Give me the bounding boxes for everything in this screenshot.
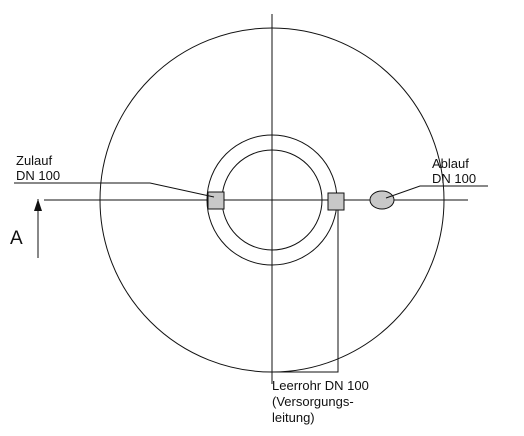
conduit-label-line-2: (Versorgungs- [272,394,354,409]
inlet-label-line-2: DN 100 [16,168,60,183]
outlet-label-line-2: DN 100 [432,171,476,186]
conduit-label-line-3: leitung) [272,410,315,425]
inlet-pipe-stub [207,191,225,210]
conduit-label-line-1: Leerrohr DN 100 [272,378,369,393]
section-arrow-head [34,199,42,211]
outlet-leader-line [385,185,488,199]
conduit-pipe-stub [327,192,345,211]
section-label: A [10,228,23,249]
conduit-leader-line [270,210,339,373]
inlet-leader-line [14,182,215,198]
outlet-label-line-1: Ablauf [432,156,469,171]
outlet-pipe [369,190,395,210]
inlet-label-line-1: Zulauf [16,153,53,168]
